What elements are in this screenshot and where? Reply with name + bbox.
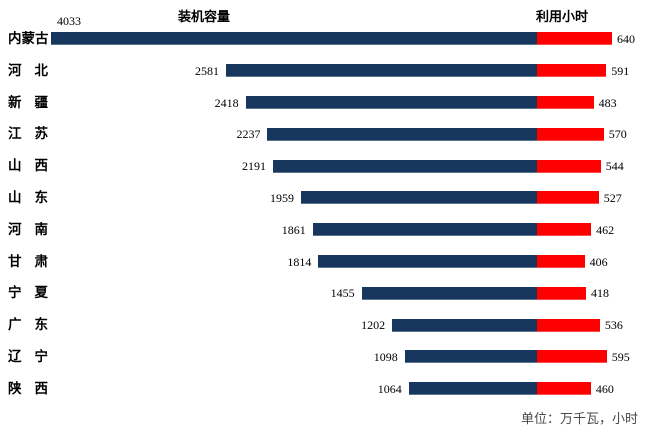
hours-value: 536 xyxy=(604,318,623,333)
row-label: 新疆 xyxy=(8,94,48,111)
hours-bar xyxy=(537,159,601,173)
capacity-value: 1814 xyxy=(287,254,312,269)
row-label-char: 东 xyxy=(34,317,49,333)
capacity-value: 1202 xyxy=(361,318,386,333)
hours-value: 462 xyxy=(596,222,615,237)
hours-value: 570 xyxy=(608,127,627,142)
row-label-char: 夏 xyxy=(34,285,49,301)
row-label-char: 山 xyxy=(8,190,22,205)
unit-note: 单位：万千瓦，小时 xyxy=(520,411,638,426)
row-label: 河北 xyxy=(8,62,48,79)
hours-value: 418 xyxy=(590,286,609,301)
hours-value: 640 xyxy=(617,32,635,46)
capacity-value: 2418 xyxy=(214,95,239,110)
hours-bar xyxy=(537,127,604,141)
hours-bar xyxy=(537,32,612,46)
row-label-char: 西 xyxy=(34,158,49,174)
hours-value: 527 xyxy=(603,191,622,205)
row-label-char: 北 xyxy=(34,62,49,78)
row-label-char: 山 xyxy=(8,158,22,174)
row-label-char: 河 xyxy=(8,221,22,237)
hours-value: 406 xyxy=(589,254,608,269)
capacity-bar xyxy=(51,32,537,46)
row-label: 山东 xyxy=(8,189,48,206)
hours-bar xyxy=(537,382,591,396)
hours-value: 544 xyxy=(605,159,624,174)
capacity-series-title: 装机容量 xyxy=(178,9,231,24)
row-label-char: 内 xyxy=(8,31,22,46)
hours-value: 591 xyxy=(611,63,630,78)
row-label: 陕西 xyxy=(8,380,48,397)
row-label: 山西 xyxy=(8,157,48,174)
hours-bar xyxy=(537,318,600,332)
row-label-char: 陕 xyxy=(8,380,22,396)
row-label-char: 东 xyxy=(34,190,49,205)
row-label-char: 新 xyxy=(8,94,22,110)
capacity-bar xyxy=(267,127,537,141)
row-label-char: 宁 xyxy=(8,285,22,301)
row-label: 甘肃 xyxy=(8,253,48,270)
row-label-char: 南 xyxy=(34,221,49,237)
capacity-bar xyxy=(300,191,537,205)
hours-bar xyxy=(537,96,594,109)
hours-bar xyxy=(537,64,607,78)
capacity-bar xyxy=(404,350,537,364)
hours-value: 460 xyxy=(595,381,614,396)
row-label-char: 蒙 xyxy=(21,31,36,46)
hours-bar xyxy=(537,191,599,205)
hours-series-title: 利用小时 xyxy=(536,9,589,24)
capacity-bar xyxy=(225,64,537,78)
row-label-char: 古 xyxy=(35,31,49,46)
capacity-value: 1861 xyxy=(281,222,306,237)
capacity-value: 1098 xyxy=(373,350,398,364)
row-label-char: 河 xyxy=(8,62,22,78)
row-label: 江苏 xyxy=(8,125,48,142)
row-label-char: 甘 xyxy=(8,253,22,269)
row-label: 宁夏 xyxy=(8,284,48,301)
capacity-bar xyxy=(245,96,537,109)
row-label: 河南 xyxy=(8,221,48,238)
row-label: 辽宁 xyxy=(8,348,48,365)
hours-bar xyxy=(537,286,586,300)
row-label-char: 辽 xyxy=(8,349,22,364)
capacity-bar xyxy=(272,159,537,173)
capacity-value: 2237 xyxy=(236,127,261,142)
row-label-char: 江 xyxy=(8,126,22,142)
capacity-bar xyxy=(312,223,537,237)
row-label: 内蒙古 xyxy=(8,30,49,47)
capacity-value: 1455 xyxy=(330,286,355,301)
capacity-value: 2191 xyxy=(241,159,266,174)
hours-value: 483 xyxy=(598,95,617,110)
row-label-char: 广 xyxy=(8,317,22,333)
row-label-char: 肃 xyxy=(34,253,49,269)
capacity-value: 1959 xyxy=(269,191,294,205)
capacity-value: 1064 xyxy=(377,381,402,396)
capacity-value: 4033 xyxy=(57,14,81,28)
capacity-bar xyxy=(408,382,537,396)
hours-value: 595 xyxy=(611,350,630,364)
row-label: 广东 xyxy=(8,316,48,333)
capacity-bar xyxy=(318,255,537,268)
hours-bar xyxy=(537,350,607,364)
hours-bar xyxy=(537,223,592,237)
capacity-value: 2581 xyxy=(194,63,219,78)
row-label-char: 苏 xyxy=(34,126,49,142)
row-label-char: 西 xyxy=(34,380,49,396)
row-label-char: 宁 xyxy=(34,349,49,364)
capacity-bar xyxy=(392,318,537,332)
row-label-char: 疆 xyxy=(34,94,49,110)
capacity-bar xyxy=(361,286,537,300)
hours-bar xyxy=(537,255,585,268)
